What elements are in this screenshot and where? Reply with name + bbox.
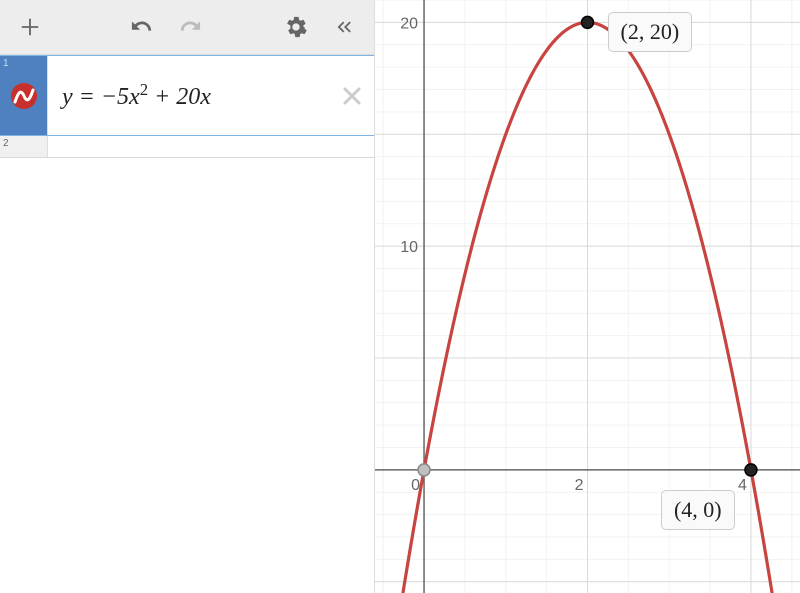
expression-panel: 1y = −5x2 + 20x 2: [0, 0, 375, 593]
redo-button[interactable]: [168, 5, 212, 49]
svg-text:10: 10: [400, 239, 418, 256]
expression-row[interactable]: 1y = −5x2 + 20x: [0, 55, 374, 136]
close-icon: [340, 84, 364, 108]
graph-point[interactable]: [582, 16, 594, 28]
svg-text:4: 4: [738, 477, 747, 494]
row-tab[interactable]: 2: [0, 136, 48, 157]
graph-area[interactable]: 0241020(2, 20)(4, 0): [375, 0, 800, 593]
row-tab[interactable]: 1: [0, 56, 48, 135]
add-button[interactable]: [8, 5, 52, 49]
undo-button[interactable]: [120, 5, 164, 49]
undo-icon: [131, 16, 153, 38]
grid-major: [375, 0, 800, 593]
toolbar: [0, 0, 374, 55]
point-label[interactable]: (2, 20): [608, 12, 693, 52]
row-number: 2: [3, 138, 9, 149]
delete-button[interactable]: [340, 84, 364, 108]
expression-input[interactable]: y = −5x2 + 20x: [0, 56, 374, 135]
gear-icon: [285, 16, 307, 38]
point-label[interactable]: (4, 0): [661, 490, 735, 530]
graph-point[interactable]: [418, 464, 430, 476]
chevron-double-left-icon: [333, 16, 355, 38]
svg-text:20: 20: [400, 15, 418, 32]
plus-icon: [19, 16, 41, 38]
tick-labels: 0241020: [400, 15, 747, 494]
curve-icon[interactable]: [10, 82, 38, 110]
expression-list: 1y = −5x2 + 20x 2: [0, 55, 374, 593]
redo-icon: [179, 16, 201, 38]
collapse-button[interactable]: [322, 5, 366, 49]
graph-canvas[interactable]: 0241020: [375, 0, 800, 593]
svg-text:2: 2: [575, 477, 584, 494]
settings-button[interactable]: [274, 5, 318, 49]
graph-point[interactable]: [745, 464, 757, 476]
row-number: 1: [3, 58, 9, 69]
expression-row[interactable]: 2: [0, 136, 374, 158]
